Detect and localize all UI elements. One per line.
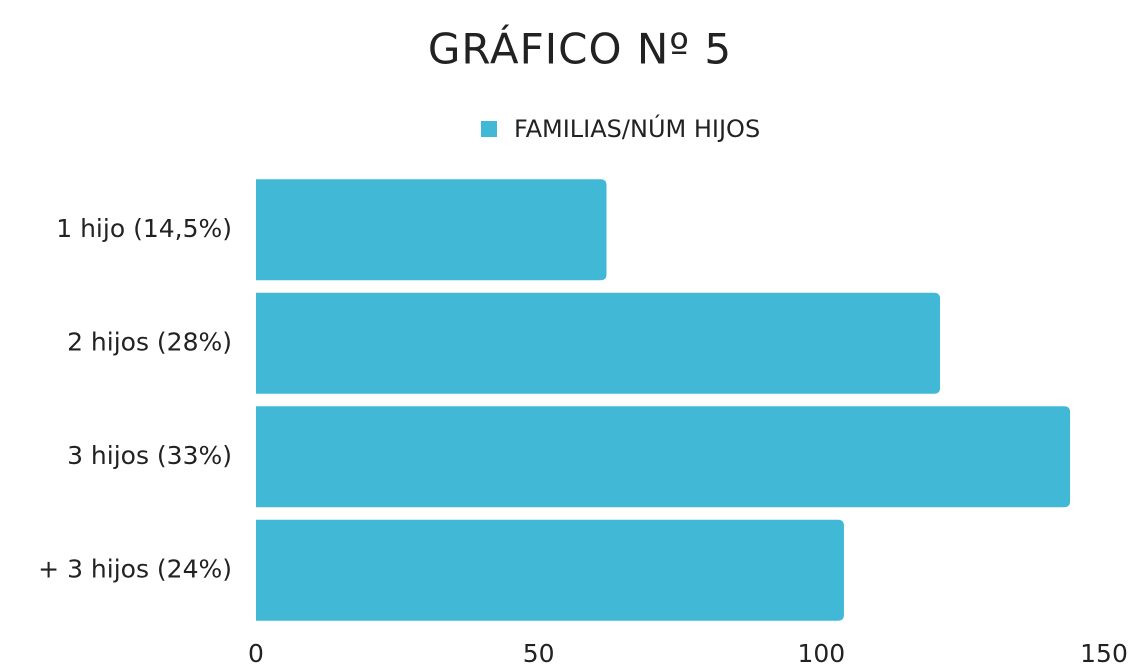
y-tick-label: + 3 hijos (24%) — [38, 554, 232, 583]
legend-swatch — [481, 121, 497, 137]
x-tick-label: 150 — [1080, 639, 1128, 668]
x-tick-label: 0 — [248, 639, 264, 668]
bar — [256, 179, 607, 281]
x-tick-label: 50 — [523, 639, 555, 668]
chart-title: GRÁFICO Nº 5 — [428, 24, 732, 74]
bar — [256, 292, 941, 394]
bar — [256, 406, 1071, 508]
y-tick-label: 3 hijos (33%) — [67, 441, 232, 470]
bar — [256, 519, 844, 621]
y-tick-label: 1 hijo (14,5%) — [56, 214, 232, 243]
y-tick-label: 2 hijos (28%) — [67, 327, 232, 356]
legend-label: FAMILIAS/NÚM HIJOS — [514, 113, 760, 143]
x-tick-label: 100 — [797, 639, 845, 668]
